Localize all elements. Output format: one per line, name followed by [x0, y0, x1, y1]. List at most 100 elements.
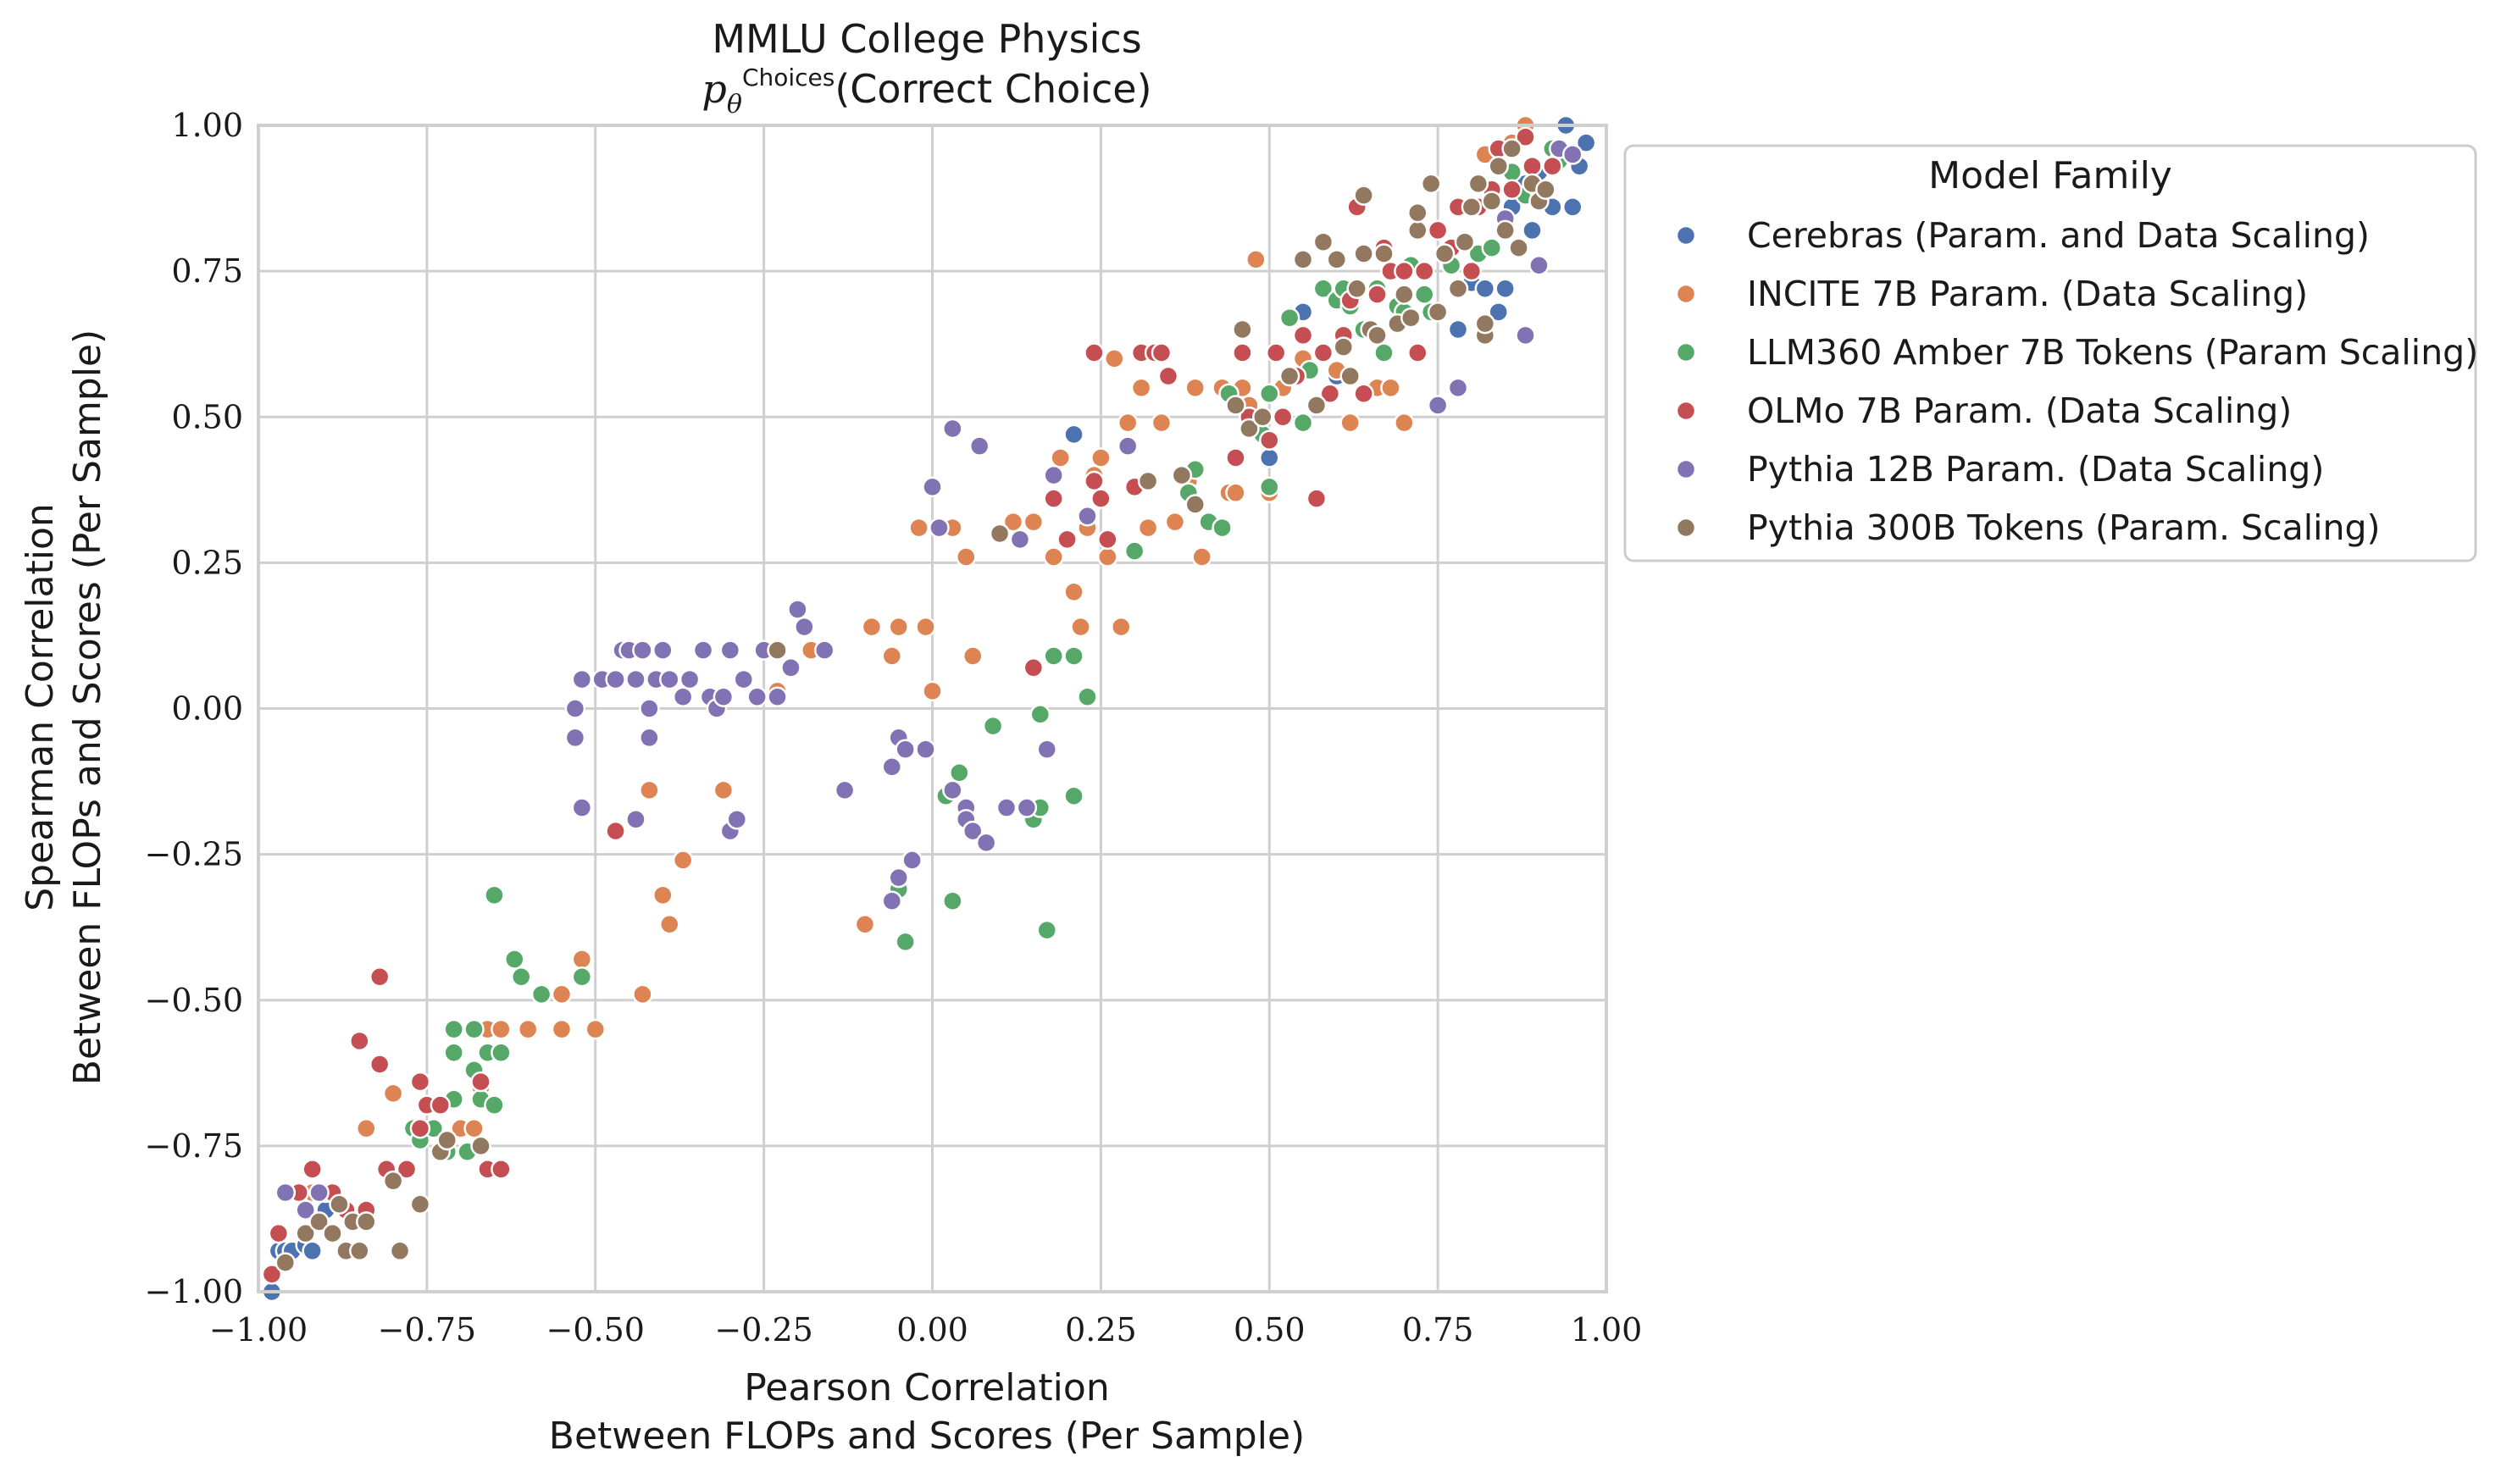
- scatter-point: [1312, 231, 1334, 252]
- scatter-point: [369, 1054, 391, 1075]
- scatter-point: [1394, 284, 1415, 305]
- scatter-point: [463, 1018, 485, 1040]
- scatter-point: [302, 1159, 323, 1180]
- scatter-point: [530, 983, 552, 1005]
- y-tick-label: 0.25: [171, 544, 243, 581]
- scatter-point: [491, 1159, 512, 1180]
- scatter-point: [1050, 447, 1071, 468]
- scatter-point: [1420, 173, 1442, 195]
- x-axis-label: Pearson Correlation: [744, 1366, 1109, 1409]
- scatter-point: [491, 1042, 512, 1063]
- y-tick-label: 0.75: [171, 252, 243, 290]
- scatter-point: [1191, 546, 1212, 568]
- scatter-point: [1009, 529, 1031, 551]
- legend-marker: [1675, 458, 1697, 480]
- scatter-point: [1097, 546, 1118, 568]
- scatter-point: [1508, 237, 1529, 258]
- scatter-point: [1151, 342, 1173, 363]
- scatter-point: [1474, 313, 1496, 335]
- scatter-point: [1184, 494, 1206, 515]
- scatter-point: [1157, 365, 1179, 387]
- scatter-point: [1434, 243, 1456, 264]
- y-axis-label-group: Spearman Correlation: [19, 503, 62, 911]
- scatter-point: [942, 779, 963, 801]
- scatter-point: [571, 949, 593, 970]
- scatter-point: [949, 761, 970, 784]
- scatter-point: [1407, 342, 1428, 363]
- y-axis-label-line2: Between FLOPs and Scores (Per Sample): [66, 329, 109, 1085]
- scatter-point: [1029, 704, 1051, 725]
- scatter-point: [1528, 254, 1550, 276]
- scatter-point: [295, 1222, 316, 1244]
- scatter-point: [1117, 435, 1139, 457]
- subtitle-text: (Correct Choice): [835, 66, 1151, 112]
- scatter-point: [1400, 307, 1422, 329]
- scatter-point: [1407, 202, 1428, 224]
- series-group: [274, 138, 1556, 1273]
- scatter-point: [1056, 529, 1078, 551]
- scatter-point: [302, 1240, 323, 1262]
- scatter-point: [1394, 412, 1415, 434]
- scatter-point: [1164, 511, 1186, 533]
- scatter-point: [470, 1071, 491, 1093]
- scatter-point: [1232, 318, 1253, 341]
- subtitle-math: p: [702, 66, 726, 112]
- scatter-point: [968, 435, 990, 457]
- scatter-point: [1130, 377, 1152, 399]
- scatter-point: [834, 779, 856, 801]
- scatter-point: [1123, 540, 1145, 562]
- scatter-point: [1306, 395, 1328, 416]
- scatter-point: [1292, 249, 1314, 270]
- scatter-point: [605, 668, 626, 690]
- scatter-point: [274, 1252, 297, 1273]
- scatter-point: [1474, 278, 1496, 300]
- x-tick-labels: −1.00 −0.75 −0.50 −0.25 0.00 0.25 0.50 0.75 1.00: [209, 1311, 1643, 1348]
- scatter-point: [1259, 476, 1280, 498]
- scatter-point: [1427, 395, 1449, 416]
- scatter-point: [1043, 546, 1064, 568]
- scatter-point: [1036, 919, 1057, 941]
- scatter-point: [1339, 365, 1361, 387]
- scatter-point: [1494, 219, 1516, 241]
- scatter-point: [409, 1117, 431, 1139]
- scatter-point: [517, 1018, 539, 1040]
- scatter-point: [1413, 284, 1435, 305]
- scatter-point: [639, 779, 660, 801]
- scatter-point: [1427, 219, 1449, 241]
- scatter-point: [1063, 645, 1084, 667]
- scatter-point: [1117, 412, 1139, 434]
- legend-entry: INCITE 7B Param. (Data Scaling): [1747, 274, 2308, 314]
- scatter-point: [356, 1211, 377, 1232]
- scatter-point: [1447, 377, 1469, 399]
- scatter-point: [995, 797, 1018, 818]
- scatter-point: [1461, 197, 1483, 218]
- scatter-point: [443, 1042, 464, 1063]
- scatter-point: [1278, 365, 1300, 387]
- scatter-point: [443, 1018, 464, 1040]
- scatter-point: [625, 668, 646, 690]
- scatter-point: [888, 867, 909, 889]
- scatter-point: [1252, 407, 1273, 428]
- scatter-point: [1137, 470, 1159, 492]
- scatter-point: [295, 1199, 316, 1221]
- scatter-point: [989, 523, 1011, 545]
- scatter-point: [719, 640, 741, 661]
- scatter-point: [1043, 488, 1064, 509]
- scatter-point: [1265, 342, 1287, 363]
- scatter-point: [915, 739, 936, 760]
- scatter-point: [571, 966, 593, 988]
- scatter-point: [1043, 464, 1064, 486]
- x-tick-label: 0.25: [1065, 1311, 1137, 1348]
- plot-frame: [257, 124, 1608, 1293]
- scatter-point: [679, 668, 701, 690]
- scatter-point: [1110, 616, 1132, 638]
- scatter-point: [962, 820, 984, 842]
- scatter-point: [1367, 324, 1388, 346]
- scatter-point: [1151, 412, 1173, 434]
- scatter-point: [659, 668, 680, 690]
- scatter-point: [713, 779, 735, 801]
- scatter-point: [1016, 797, 1038, 818]
- x-axis-label-line2: Between FLOPs and Scores (Per Sample): [549, 1415, 1305, 1458]
- scatter-point: [396, 1159, 418, 1180]
- x-tick-label: −0.50: [546, 1311, 645, 1348]
